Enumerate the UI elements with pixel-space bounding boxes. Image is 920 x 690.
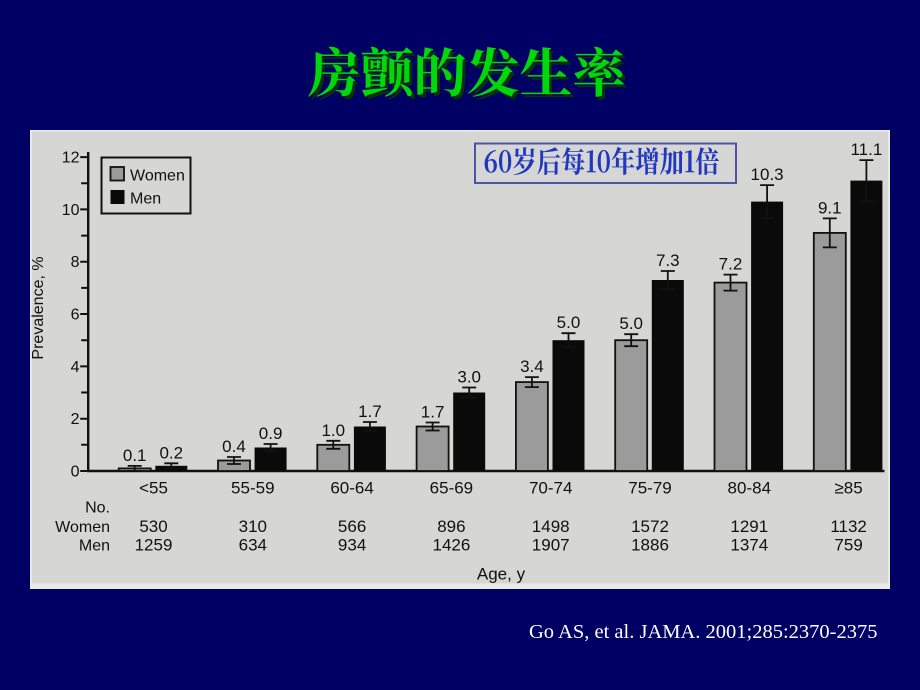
- svg-text:7.3: 7.3: [656, 251, 680, 270]
- svg-text:1907: 1907: [532, 536, 570, 555]
- svg-text:No.: No.: [85, 500, 110, 517]
- svg-text:11.1: 11.1: [850, 140, 882, 159]
- svg-text:≥85: ≥85: [834, 479, 862, 498]
- svg-text:1.7: 1.7: [421, 403, 445, 422]
- svg-text:9.1: 9.1: [818, 198, 842, 217]
- svg-text:Age, y: Age, y: [477, 565, 526, 584]
- svg-text:1132: 1132: [830, 517, 867, 536]
- svg-text:Men: Men: [130, 191, 161, 208]
- svg-text:Prevalence, %: Prevalence, %: [30, 256, 47, 359]
- svg-text:759: 759: [834, 536, 862, 555]
- svg-text:55-59: 55-59: [231, 479, 274, 498]
- svg-text:70-74: 70-74: [529, 479, 572, 498]
- svg-text:4: 4: [71, 359, 80, 376]
- svg-text:0.2: 0.2: [159, 443, 183, 462]
- svg-text:634: 634: [239, 536, 267, 555]
- svg-text:8: 8: [71, 254, 80, 271]
- svg-text:1426: 1426: [432, 536, 470, 555]
- svg-text:<55: <55: [139, 479, 168, 498]
- svg-text:12: 12: [62, 150, 80, 167]
- svg-text:3.4: 3.4: [520, 357, 544, 376]
- svg-text:0.1: 0.1: [123, 446, 147, 465]
- svg-text:6: 6: [71, 307, 80, 324]
- svg-text:10.3: 10.3: [751, 165, 784, 184]
- svg-text:896: 896: [437, 517, 465, 536]
- svg-text:1259: 1259: [135, 536, 173, 555]
- svg-text:75-79: 75-79: [628, 479, 671, 498]
- svg-text:934: 934: [338, 536, 366, 555]
- svg-text:1291: 1291: [730, 517, 768, 536]
- svg-text:0.9: 0.9: [259, 424, 283, 443]
- svg-text:1374: 1374: [730, 536, 768, 555]
- svg-text:7.2: 7.2: [719, 255, 743, 274]
- svg-text:0: 0: [71, 464, 80, 481]
- svg-text:566: 566: [338, 517, 366, 536]
- svg-text:1572: 1572: [631, 517, 669, 536]
- svg-text:5.0: 5.0: [557, 313, 581, 332]
- svg-text:3.0: 3.0: [457, 368, 481, 387]
- svg-text:Women: Women: [55, 519, 110, 536]
- svg-text:530: 530: [139, 517, 167, 536]
- svg-text:Men: Men: [79, 538, 110, 555]
- svg-text:60-64: 60-64: [330, 479, 373, 498]
- svg-text:1886: 1886: [631, 536, 669, 555]
- svg-text:10: 10: [62, 202, 80, 219]
- svg-text:1.7: 1.7: [358, 402, 382, 421]
- svg-text:310: 310: [239, 517, 267, 536]
- svg-text:2: 2: [71, 411, 80, 428]
- svg-text:Women: Women: [130, 168, 185, 185]
- svg-text:80-84: 80-84: [728, 479, 771, 498]
- svg-text:0.4: 0.4: [222, 437, 246, 456]
- svg-text:5.0: 5.0: [619, 314, 643, 333]
- svg-text:1.0: 1.0: [321, 421, 345, 440]
- svg-text:65-69: 65-69: [430, 479, 473, 498]
- svg-text:1498: 1498: [532, 517, 570, 536]
